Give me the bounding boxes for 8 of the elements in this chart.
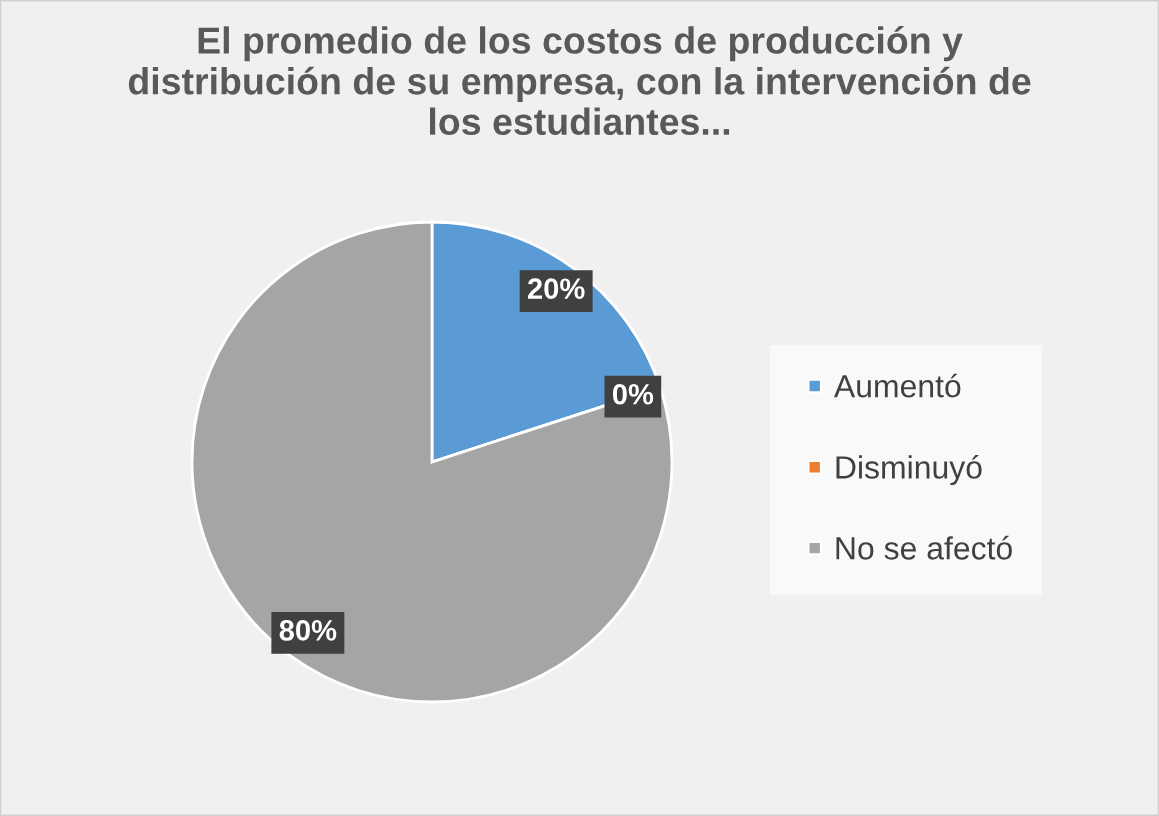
- data-label: 20%: [527, 278, 585, 299]
- legend-label: No se afectó: [836, 535, 1012, 560]
- data-label: 80%: [279, 620, 337, 641]
- legend-label: Disminuyó: [836, 454, 982, 486]
- pie-slice: [190, 220, 674, 704]
- text: 0%: [612, 383, 654, 405]
- legend-label: Aumentó: [833, 373, 961, 398]
- chart-title: El promedio de los costos de producción y distribución de su empresa, con la intervención de los estudiantes...: [128, 26, 1031, 136]
